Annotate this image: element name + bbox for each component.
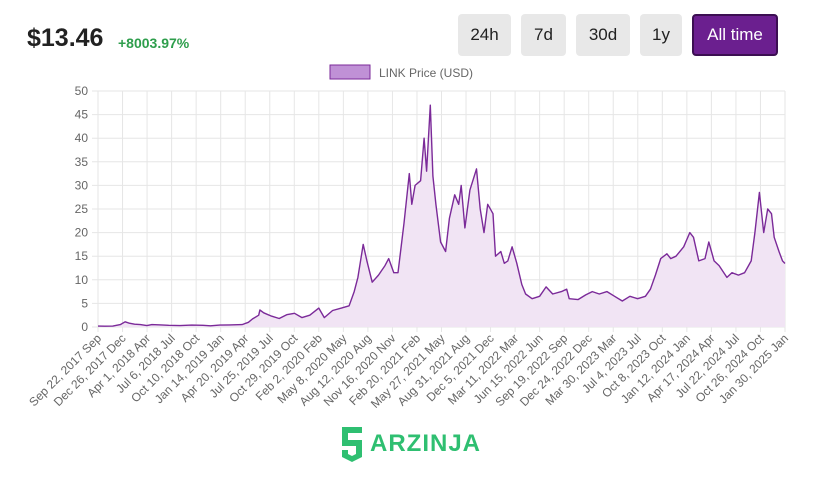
y-axis-ticks: 0 5 10 15 20 25 30 35 40 45 50 bbox=[75, 84, 89, 334]
y-tick-label: 30 bbox=[75, 178, 89, 192]
current-price: $13.46 bbox=[27, 24, 104, 52]
price-series-line bbox=[97, 104, 786, 327]
y-tick-label: 0 bbox=[81, 320, 88, 334]
price-change-percent: +8003.97% bbox=[118, 35, 190, 51]
y-tick-label: 35 bbox=[75, 155, 89, 169]
legend-swatch bbox=[329, 64, 371, 80]
y-tick-label: 5 bbox=[81, 296, 88, 310]
range-button-1y[interactable]: 1y bbox=[640, 14, 682, 56]
y-tick-label: 25 bbox=[75, 202, 89, 216]
y-tick-label: 20 bbox=[75, 226, 89, 240]
y-tick-label: 50 bbox=[75, 84, 89, 98]
arzinja-logo-icon bbox=[342, 427, 362, 462]
range-button-all-time[interactable]: All time bbox=[692, 14, 778, 56]
y-tick-label: 40 bbox=[75, 131, 89, 145]
price-area-fill bbox=[98, 105, 785, 327]
chart-legend[interactable]: LINK Price (USD) bbox=[329, 64, 473, 80]
y-tick-label: 15 bbox=[75, 249, 89, 263]
legend-label: LINK Price (USD) bbox=[379, 66, 473, 80]
y-tick-label: 45 bbox=[75, 108, 89, 122]
y-tick-label: 10 bbox=[75, 273, 89, 287]
price-header: $13.46 +8003.97% 24h 7d 30d 1y All time bbox=[0, 0, 816, 70]
range-button-7d[interactable]: 7d bbox=[521, 14, 566, 56]
watermark-text: ARZINJA bbox=[370, 430, 482, 457]
range-button-30d[interactable]: 30d bbox=[576, 14, 630, 56]
range-button-24h[interactable]: 24h bbox=[458, 14, 511, 56]
arzinja-watermark: ARZINJA bbox=[338, 424, 481, 464]
